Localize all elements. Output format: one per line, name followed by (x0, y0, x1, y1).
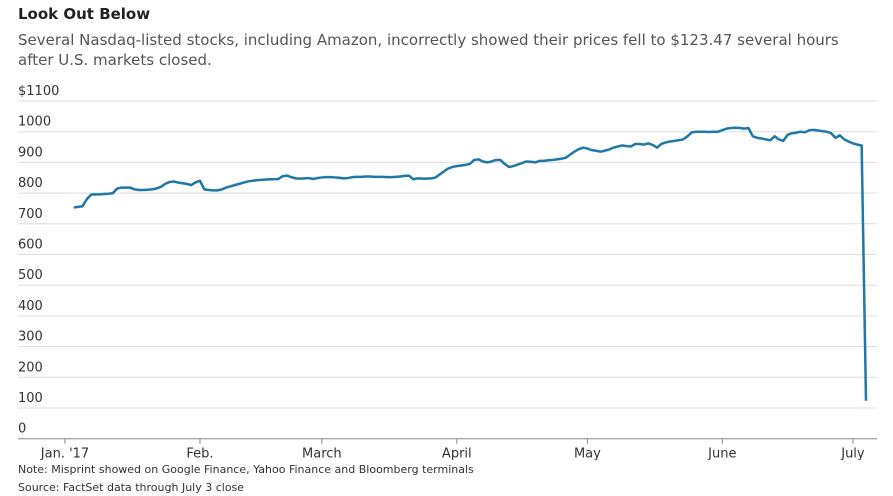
y-tick-label: 0 (18, 422, 26, 437)
y-tick-label: 700 (18, 207, 43, 222)
y-tick-label: 200 (18, 360, 43, 375)
y-tick-label: 100 (18, 391, 43, 406)
y-tick-label: 900 (18, 145, 43, 160)
x-tick-label: July (840, 447, 865, 460)
price-line (73, 126, 868, 401)
y-tick-label: 600 (18, 238, 43, 253)
x-tick-label: March (302, 447, 342, 460)
chart: 0 100 200 300 400 500 600 700 800 900 1000 $1100 Jan… (18, 84, 877, 460)
y-tick-label: 800 (18, 176, 43, 191)
x-tick-label: June (707, 447, 736, 460)
y-tick-label: 500 (18, 268, 43, 283)
chart-title: Look Out Below (18, 5, 151, 23)
note: Note: Misprint showed on Google Finance,… (18, 463, 474, 476)
chart-subtitle: Several Nasdaq-listed stocks, including … (18, 31, 839, 69)
y-tick-label: $1100 (18, 84, 59, 99)
x-tick-label: Jan. '17 (40, 447, 89, 460)
y-tick-label: 300 (18, 330, 43, 345)
y-tick-label: 1000 (18, 115, 51, 130)
y-tick-label: 400 (18, 299, 43, 314)
x-tick-label: May (574, 447, 601, 460)
x-tick-label: Feb. (186, 447, 213, 460)
x-tick-label: April (442, 447, 472, 460)
source: Source: FactSet data through July 3 clos… (18, 481, 245, 494)
